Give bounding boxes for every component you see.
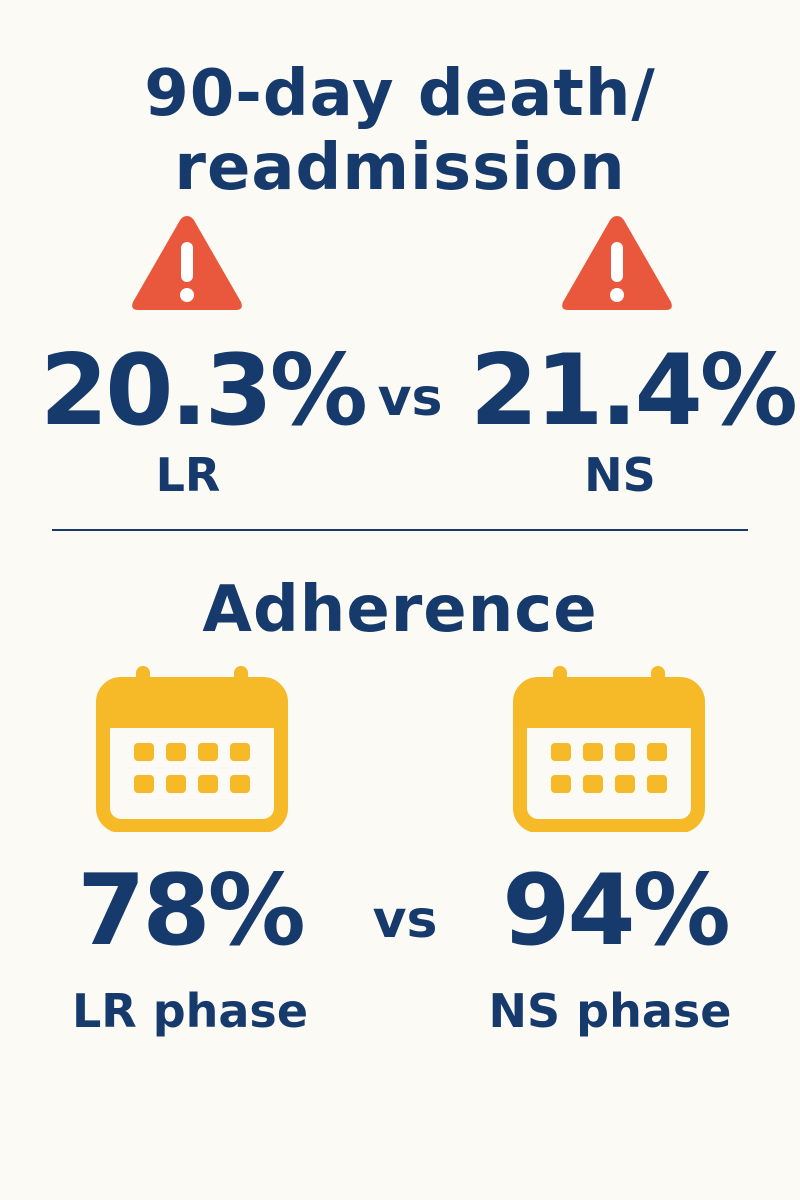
ns-adherence-value: 94% [502,854,731,968]
calendar-icon [513,662,705,832]
lr-mortality-value: 20.3% [40,334,368,448]
ns-phase-label: NS phase [488,984,732,1038]
mortality-title-line2: readmission [174,131,626,205]
vs-label-adherence: vs [372,890,438,950]
lr-group-label: LR [155,448,221,502]
lr-phase-label: LR phase [71,984,309,1038]
section-divider [52,529,748,531]
mortality-title-line1: 90-day death/ [144,57,656,131]
vs-label-mortality: vs [377,368,443,428]
ns-mortality-value: 21.4% [470,334,798,448]
warning-icon [558,210,676,316]
warning-icon [128,210,246,316]
lr-adherence-value: 78% [77,854,306,968]
ns-group-label: NS [584,448,656,502]
calendar-icon [96,662,288,832]
adherence-title: Adherence [202,573,598,647]
